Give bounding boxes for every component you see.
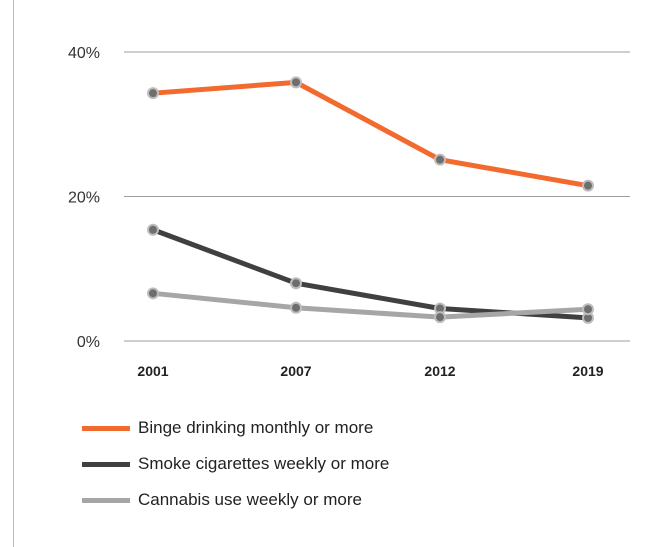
legend-item-binge-drinking: Binge drinking monthly or more xyxy=(82,416,373,440)
data-point xyxy=(290,277,302,290)
line-chart: 40% 20% 0% 2001 2007 2012 2019 xyxy=(68,45,630,379)
series-layer xyxy=(147,76,594,324)
data-point xyxy=(582,303,594,316)
series-line xyxy=(150,227,591,321)
y-tick-label: 0% xyxy=(77,334,100,351)
data-point xyxy=(147,223,159,236)
x-axis-ticks: 2001 2007 2012 2019 xyxy=(137,363,603,379)
legend-swatch xyxy=(82,497,130,503)
data-point xyxy=(290,76,302,89)
data-point xyxy=(147,87,159,100)
legend-item-smoke-cigarettes: Smoke cigarettes weekly or more xyxy=(82,452,389,476)
x-tick-label: 2012 xyxy=(424,363,455,379)
left-border xyxy=(13,0,14,547)
legend-swatch xyxy=(82,461,130,467)
data-point xyxy=(434,153,446,166)
y-tick-label: 40% xyxy=(68,45,100,62)
series-line xyxy=(150,290,591,320)
data-point xyxy=(434,311,446,324)
data-point xyxy=(582,179,594,192)
legend-item-cannabis-use: Cannabis use weekly or more xyxy=(82,488,362,512)
gridlines xyxy=(124,51,630,342)
y-axis-ticks: 40% 20% 0% xyxy=(68,45,100,351)
x-tick-label: 2001 xyxy=(137,363,168,379)
x-tick-label: 2019 xyxy=(572,363,603,379)
data-point xyxy=(290,301,302,314)
y-tick-label: 20% xyxy=(68,190,100,207)
data-point xyxy=(147,287,159,300)
legend-label: Binge drinking monthly or more xyxy=(138,418,374,437)
legend-swatch xyxy=(82,425,130,431)
legend-label: Smoke cigarettes weekly or more xyxy=(138,454,390,473)
series-line xyxy=(150,79,591,189)
legend-label: Cannabis use weekly or more xyxy=(138,490,362,509)
x-tick-label: 2007 xyxy=(280,363,311,379)
